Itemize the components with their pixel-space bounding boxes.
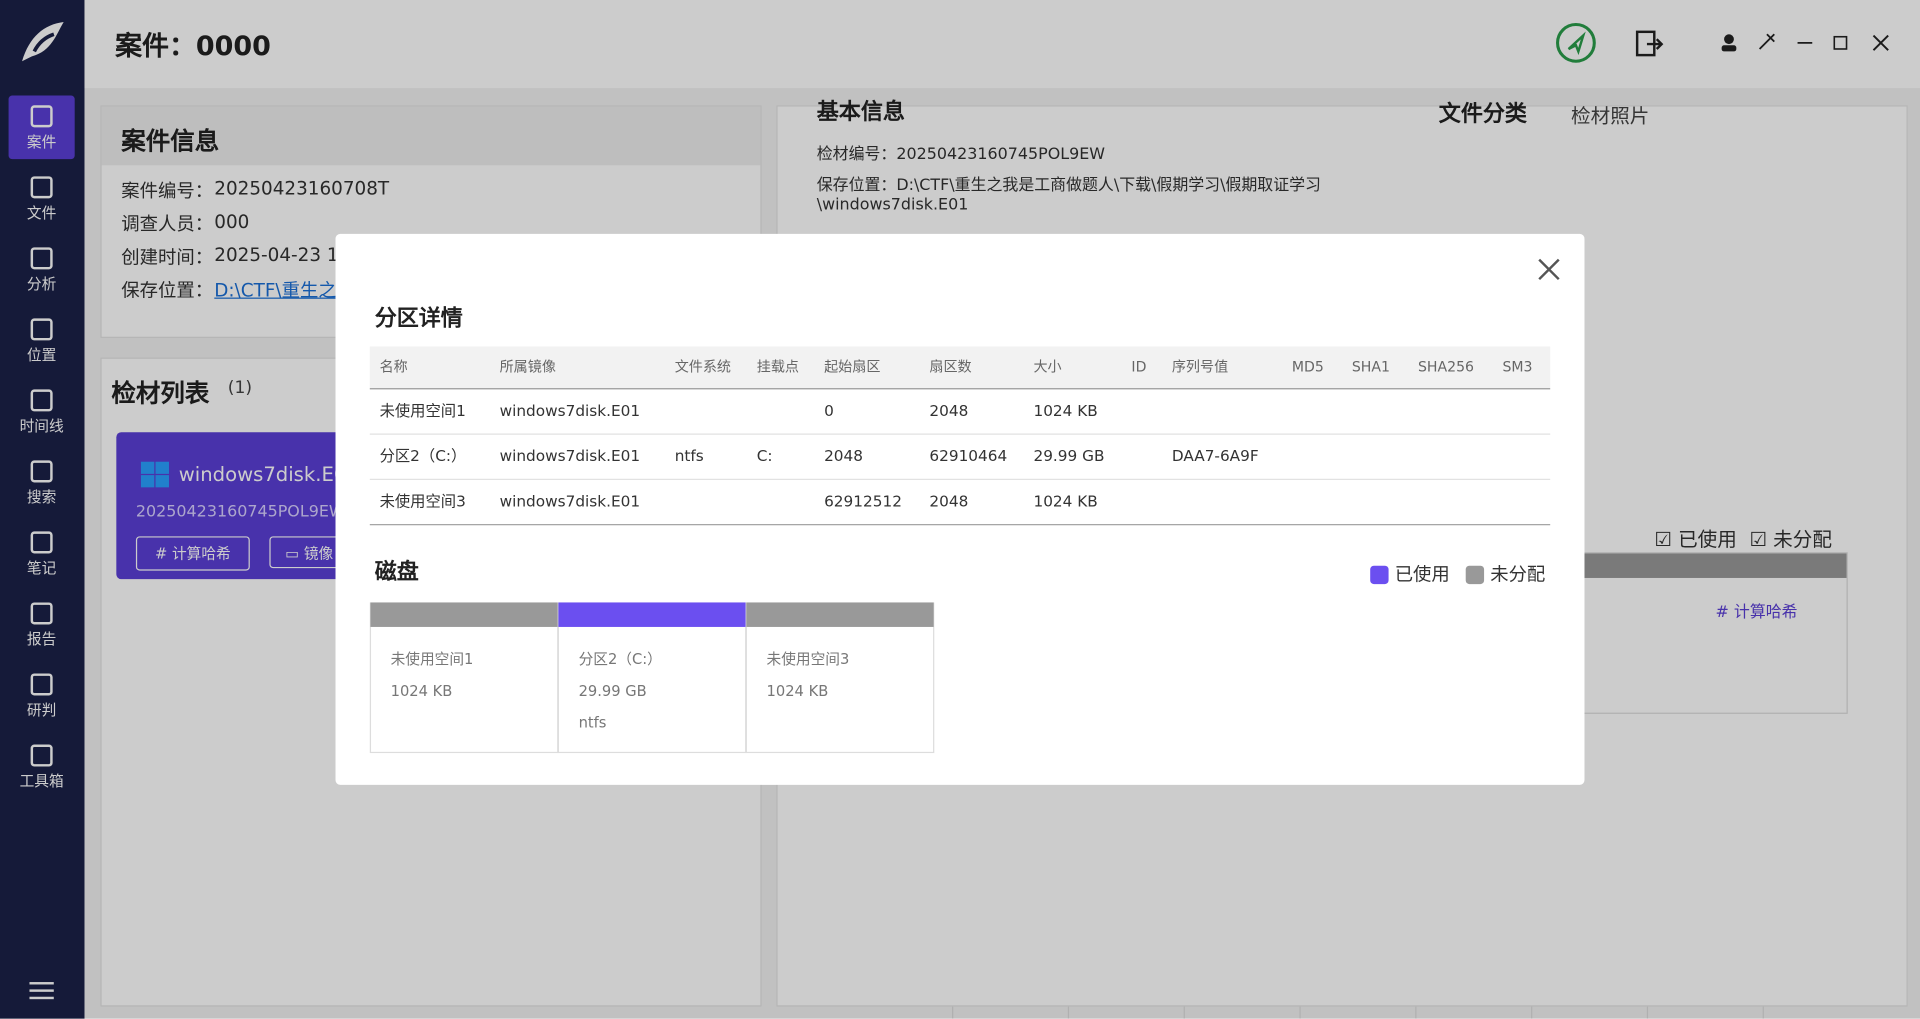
nav-label: 文件 (26, 204, 57, 222)
nav-icon (30, 176, 53, 199)
nav-label: 分析 (26, 275, 57, 293)
nav-label: 案件 (26, 133, 57, 151)
user-icon[interactable] (1724, 34, 1734, 45)
field-value: 20250423160708T (214, 177, 390, 200)
restore[interactable] (1833, 35, 1848, 50)
nav-item[interactable]: 位置 (9, 309, 75, 373)
button-label: 计算哈希 (171, 544, 231, 563)
tab[interactable]: 检材照片 (1571, 104, 1650, 128)
pin-icon[interactable] (1758, 33, 1775, 50)
nav-icon (30, 318, 53, 341)
nav-label: 报告 (26, 630, 57, 648)
nav-item[interactable]: 笔记 (9, 522, 75, 586)
nav-label: 工具箱 (19, 772, 64, 790)
nav-item[interactable]: 时间线 (9, 380, 75, 444)
field-value: 2025-04-23 16 (214, 243, 351, 266)
close-dialog[interactable] (1538, 258, 1560, 281)
button[interactable]: # 计算哈希 (1715, 603, 1798, 623)
nav-label: 时间线 (19, 417, 64, 435)
nav-icon (30, 460, 53, 483)
button[interactable]: # 计算哈希 (135, 536, 250, 571)
top-bar: 案件：0000 (84, 0, 1920, 89)
legend-label: 已使用 (1678, 527, 1737, 552)
case-title: 案件：0000 (115, 31, 271, 63)
field-value: D:\CTF\重生之我 (214, 279, 356, 302)
panel-title: 案件信息 (121, 126, 220, 156)
nav-icon (30, 673, 53, 696)
nav-item[interactable]: 案件 (9, 96, 75, 160)
info-line: 检材编号：20250423160745POL9EW (816, 145, 1106, 165)
nav-label: 笔记 (26, 559, 57, 577)
nav-item[interactable]: 工具箱 (9, 735, 75, 799)
button-label: 计算哈希 (1733, 603, 1798, 623)
evidence-name: windows7disk.E01 (178, 462, 359, 487)
button[interactable]: ▭ 镜像 (269, 536, 381, 569)
legend-item[interactable]: ☑ 已使用 ☑ 未分配 (1654, 527, 1832, 552)
toolbar-icons (1556, 22, 1889, 63)
nav-icon (30, 531, 53, 554)
nav-icon (30, 247, 53, 270)
nav-label: 位置 (26, 346, 57, 364)
partition-dialog (335, 233, 1585, 785)
tab[interactable]: 文件分类 (1438, 101, 1527, 128)
panel-title: 检材列表 (111, 378, 210, 408)
nav-item[interactable]: 分析 (9, 238, 75, 302)
count: (1) (227, 378, 253, 398)
menu-icon[interactable] (29, 981, 54, 1001)
evidence-id: 20250423160745POL9EW (135, 503, 345, 522)
info-line: \windows7disk.E01 (816, 195, 969, 215)
field-label: 保存位置： (121, 279, 214, 302)
legend-label: 未分配 (1773, 527, 1832, 552)
nav-icon (30, 602, 53, 625)
nav-label: 搜索 (26, 488, 57, 506)
info-line: 保存位置：D:\CTF\重生之我是工商做题人\下载\假期学习\假期取证学习 (816, 176, 1321, 195)
nav-label: 研判 (26, 701, 57, 719)
nav-item[interactable]: 研判 (9, 664, 75, 728)
field-label: 案件编号： (121, 180, 214, 203)
close-window[interactable] (1872, 34, 1889, 51)
logo (22, 22, 64, 62)
field-label: 创建时间： (121, 246, 214, 269)
sidebar: 案件文件分析位置时间线搜索笔记报告研判工具箱 (0, 0, 85, 1019)
section-title: 基本信息 (816, 99, 905, 125)
nav-icon (30, 105, 53, 128)
nav-item[interactable]: 搜索 (9, 451, 75, 515)
nav-item[interactable]: 文件 (9, 167, 75, 231)
nav-item[interactable]: 报告 (9, 593, 75, 657)
nav-icon (30, 389, 53, 412)
button-label: 镜像 (303, 544, 334, 563)
field-value: 000 (214, 210, 250, 233)
status-icon[interactable] (1556, 22, 1596, 63)
nav-icon (30, 744, 53, 767)
field-label: 调查人员： (121, 213, 214, 236)
